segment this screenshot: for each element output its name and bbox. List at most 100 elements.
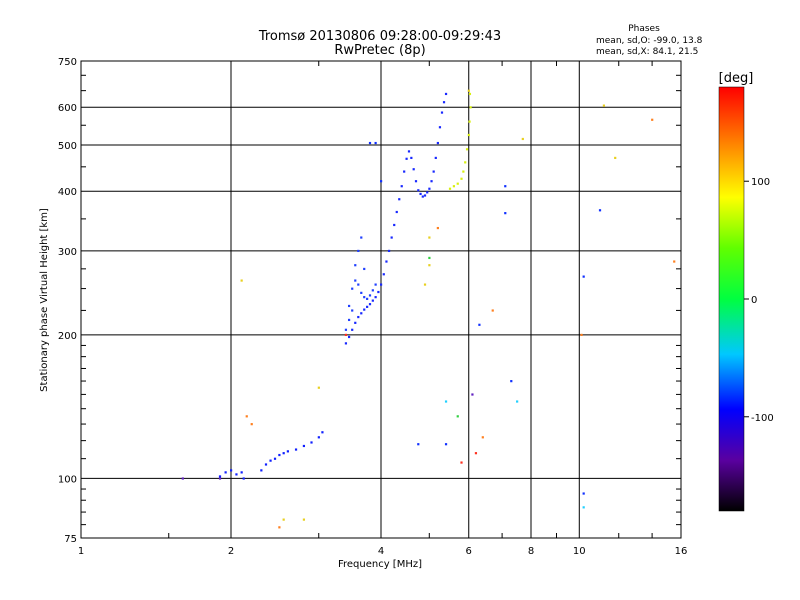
series-scattered-cyan [444,400,585,509]
data-point [245,415,248,418]
data-point [360,312,363,315]
y-tick-label: 400 [58,187,77,198]
data-point [380,180,383,183]
x-tick-label: 16 [675,546,688,557]
data-point [357,283,360,286]
data-point [317,386,320,389]
data-point [269,459,272,462]
x-tick-label: 4 [378,546,384,557]
data-point [278,453,281,457]
data-point [181,477,184,480]
data-point [582,275,585,278]
data-point [516,400,519,403]
data-point [354,279,357,282]
data-point [582,492,585,495]
data-point [403,170,406,173]
y-axis-label: Stationary phase Virtual Height [km] [39,208,50,392]
phase-info: Phases mean, sd,O: -99.0, 13.8 mean, sd,… [596,24,703,57]
x-tick-label: 2 [228,546,234,557]
colorbar-ticks: 100 0 -100 [744,177,774,424]
data-point [434,156,437,160]
data-point [371,299,374,302]
data-point [471,393,474,396]
data-point [393,223,396,227]
data-point [448,187,452,190]
y-tick-label: 100 [58,474,77,485]
data-point [481,436,484,439]
data-point [467,89,470,92]
data-point [582,506,585,509]
data-point [218,475,222,478]
data-point [224,471,227,474]
x-tick-label: 10 [573,546,586,557]
data-point [417,189,420,192]
data-point [344,328,348,331]
data-point [347,335,351,339]
data-point [444,443,448,446]
phase-info-heading: Phases [628,24,660,34]
data-point [504,185,507,188]
data-point [366,297,369,300]
data-point [380,283,383,286]
data-point [302,444,306,448]
series-x-trace [448,92,472,190]
grid-lines [81,61,681,538]
data-point [410,156,413,160]
data-point [602,104,606,107]
series-scattered-red [344,333,478,464]
data-point [354,321,357,324]
data-point [385,260,388,263]
data-point [368,294,372,297]
data-point [469,106,472,109]
data-point [398,198,401,201]
colorbar-label: [deg] [719,71,754,86]
data-point [347,318,351,322]
data-point [465,148,469,151]
data-point [419,192,422,196]
colorbar-tick-label: 0 [751,295,757,306]
data-point [428,256,431,260]
data-point [250,423,253,426]
data-point [240,279,243,282]
series-scattered-green [428,256,459,418]
data-point [436,141,439,145]
series-o-trace-upper [410,92,448,198]
data-point [491,309,494,312]
y-tick-label: 600 [58,103,77,114]
series-o-trace-lower [344,150,411,345]
data-point [464,161,467,164]
data-point [294,448,298,451]
data-point [510,380,513,383]
data-point [374,141,377,145]
data-point [428,187,431,190]
data-point [651,118,654,121]
data-point [580,333,583,337]
x-tick-label: 8 [528,546,534,557]
data-point [467,133,470,137]
data-point [460,461,463,464]
data-point [264,463,268,466]
data-point [428,264,431,267]
data-point [468,92,472,96]
data-point [598,209,602,212]
data-point [440,111,444,114]
data-point [360,291,363,294]
y-tick-label: 300 [58,247,77,258]
data-point [260,469,263,472]
data-point [235,473,238,476]
data-point [387,249,391,253]
data-point [273,457,277,460]
data-point [368,141,372,145]
series-scattered-purple [181,393,474,480]
data-point [421,195,424,198]
chart-header: Tromsø 20130806 09:28:00-09:29:43 RwPret… [258,29,501,58]
y-tick-label: 200 [58,331,77,342]
series-lower-trace [218,431,324,480]
data-point [286,450,289,453]
series-o-trace-cusp [344,236,377,331]
data-point [456,415,459,418]
data-point [390,236,393,239]
data-point [363,296,366,299]
y-tick-label: 750 [58,57,77,68]
